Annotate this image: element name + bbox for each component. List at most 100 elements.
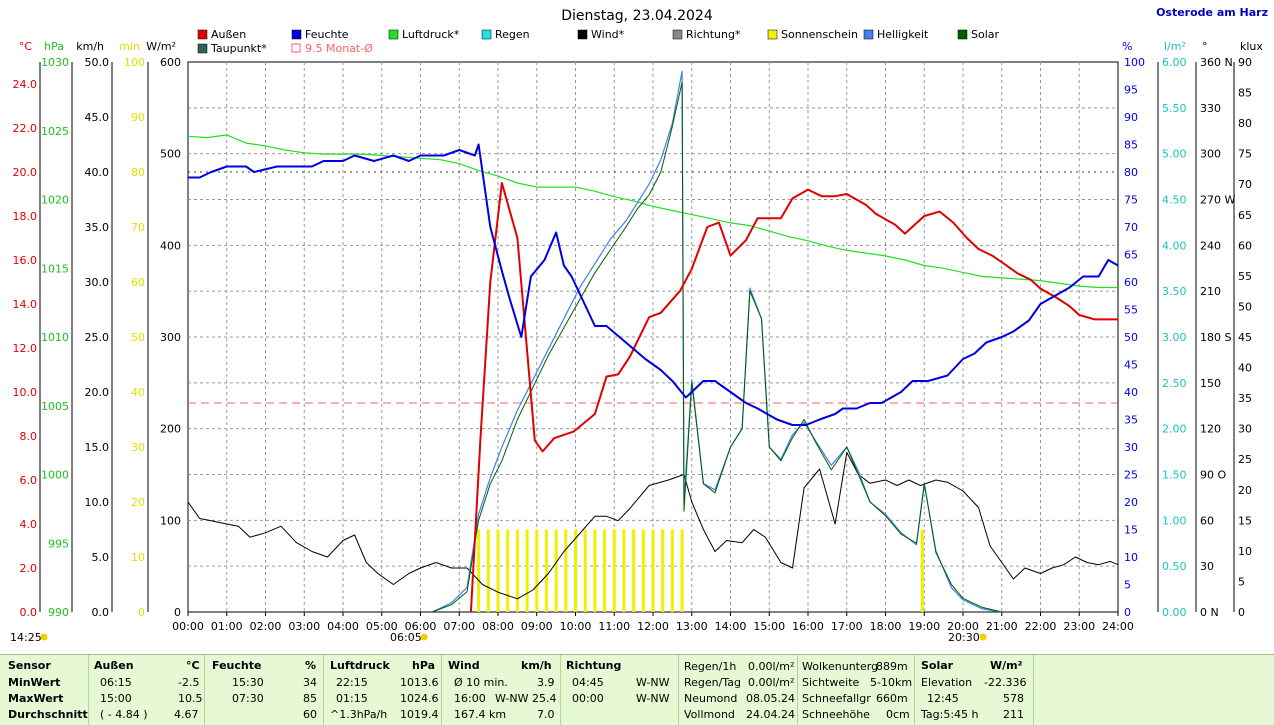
axis-tick-left: 40.0 (85, 166, 110, 179)
axis-tick-right: 75 (1124, 194, 1138, 207)
stat-value: 06:15 (100, 676, 132, 689)
axis-tick-left: 22.0 (13, 122, 38, 135)
stat-value: 7.0 (537, 708, 555, 721)
axis-tick-right: 4.00 (1162, 239, 1187, 252)
x-tick-label: 17:00 (831, 620, 863, 633)
stat-extra-value: 660m (876, 692, 908, 705)
axis-tick-left: 0 (138, 606, 145, 619)
stat-value: Ø 10 min. (454, 676, 508, 689)
sunshine-bar (670, 529, 674, 612)
sunshine-bar (583, 529, 587, 612)
chart-title: Dienstag, 23.04.2024 (561, 8, 713, 24)
axis-tick-right: 3.00 (1162, 331, 1187, 344)
x-tick-label: 03:00 (288, 620, 320, 633)
axis-tick-right: 0 N (1200, 606, 1219, 619)
axis-unit-left: min (119, 40, 140, 53)
axis-tick-right: 90 (1124, 111, 1138, 124)
axis-tick-left: 30.0 (85, 276, 110, 289)
axis-tick-right: 120 (1200, 423, 1221, 436)
axis-tick-left: 20.0 (13, 166, 38, 179)
sunset-sun-icon (979, 633, 987, 641)
stat-value: 10.5 (178, 692, 203, 705)
sunshine-bar (632, 529, 636, 612)
x-tick-label: 19:00 (908, 620, 940, 633)
legend-swatch (481, 29, 492, 40)
station-name: Osterode am Harz (1156, 6, 1268, 19)
legend-swatch (672, 29, 683, 40)
x-tick-label: 09:00 (521, 620, 553, 633)
axis-tick-left: 60 (131, 276, 145, 289)
weather-chart: Dienstag, 23.04.2024 Osterode am Harz Auße… (10, 6, 1268, 644)
stat-extra-label: Sichtweite (802, 676, 860, 689)
sunshine-bar (564, 529, 568, 612)
stat-head-hpa: hPa (412, 659, 436, 672)
axis-tick-left: 0 (174, 606, 181, 619)
axis-tick-right: 15 (1238, 514, 1252, 527)
legend-label: Luftdruck* (402, 28, 460, 41)
stat-value: 07:30 (232, 692, 264, 705)
sunshine-bar (574, 529, 577, 612)
axis-tick-right: 65 (1238, 209, 1252, 222)
axis-tick-right: 240 (1200, 239, 1221, 252)
x-tick-label: 21:00 (986, 620, 1018, 633)
axis-tick-left: 995 (48, 537, 69, 550)
legend-swatch (291, 29, 302, 40)
axis-tick-left: 90 (131, 111, 145, 124)
stat-head-luftdruck: Luftdruck (330, 659, 390, 672)
stat-value: 4.67 (174, 708, 199, 721)
sunshine-bar (496, 529, 500, 612)
x-tick-label: 02:00 (250, 620, 282, 633)
stat-value: W-NW (636, 692, 670, 705)
x-tick-label: 16:00 (792, 620, 824, 633)
stat-extra-label: 12:45 (927, 692, 959, 705)
axis-tick-left: 10.0 (85, 496, 110, 509)
legend-label: Solar (971, 28, 1000, 41)
axis-tick-left: 500 (160, 148, 181, 161)
legend-swatch (291, 43, 301, 53)
axis-tick-right: 10 (1238, 545, 1252, 558)
x-tick-label: 11:00 (598, 620, 630, 633)
axis-tick-right: 20 (1124, 496, 1138, 509)
sunshine-bar (554, 529, 558, 612)
axis-tick-right: 0.00 (1162, 606, 1187, 619)
axis-tick-left: 15.0 (85, 441, 110, 454)
legend-swatch (863, 29, 874, 40)
sunshine-bar (515, 529, 519, 612)
x-tick-label: 20:00 (947, 620, 979, 633)
axis-tick-left: 400 (160, 239, 181, 252)
sunshine-bar (641, 529, 645, 612)
axis-tick-left: 100 (160, 514, 181, 527)
axis-tick-right: 35 (1238, 392, 1252, 405)
axis-tick-right: 55 (1124, 304, 1138, 317)
axis-tick-right: 70 (1124, 221, 1138, 234)
stat-extra-label: Neumond (684, 692, 738, 705)
stat-value: 15:30 (232, 676, 264, 689)
axis-tick-right: 270 W (1200, 194, 1235, 207)
axis-tick-right: 60 (1238, 239, 1252, 252)
legend-label: Wind* (591, 28, 625, 41)
axis-tick-right: 95 (1124, 84, 1138, 97)
stat-extra-value: -22.336 (984, 676, 1027, 689)
axis-tick-right: 2.00 (1162, 423, 1187, 436)
axis-tick-right: 1.50 (1162, 469, 1187, 482)
axis-tick-right: 80 (1238, 117, 1252, 130)
axis-tick-right: 85 (1238, 87, 1252, 100)
axis-unit-left: W/m² (146, 40, 176, 53)
axis-tick-left: 16.0 (13, 254, 38, 267)
legend-swatch (197, 43, 208, 54)
stat-row-label: Durchschnitt (8, 708, 88, 721)
x-tick-label: 07:00 (443, 620, 475, 633)
stat-head-wind: Wind (448, 659, 480, 672)
stat-extra-value: 889m (876, 660, 908, 673)
stat-extra-label: Wolkenunterg (802, 660, 879, 673)
sunshine-bar (651, 529, 655, 612)
axis-tick-left: 1020 (41, 194, 69, 207)
axis-tick-right: 50 (1238, 300, 1252, 313)
axis-tick-right: 10 (1124, 551, 1138, 564)
axis-tick-right: 210 (1200, 285, 1221, 298)
axis-tick-right: 0.50 (1162, 560, 1187, 573)
sunshine-bar (612, 529, 616, 612)
series-aussen-line (469, 182, 1118, 613)
axis-tick-right: 25 (1238, 453, 1252, 466)
stat-extra-value: 24.04.24 (746, 708, 795, 721)
